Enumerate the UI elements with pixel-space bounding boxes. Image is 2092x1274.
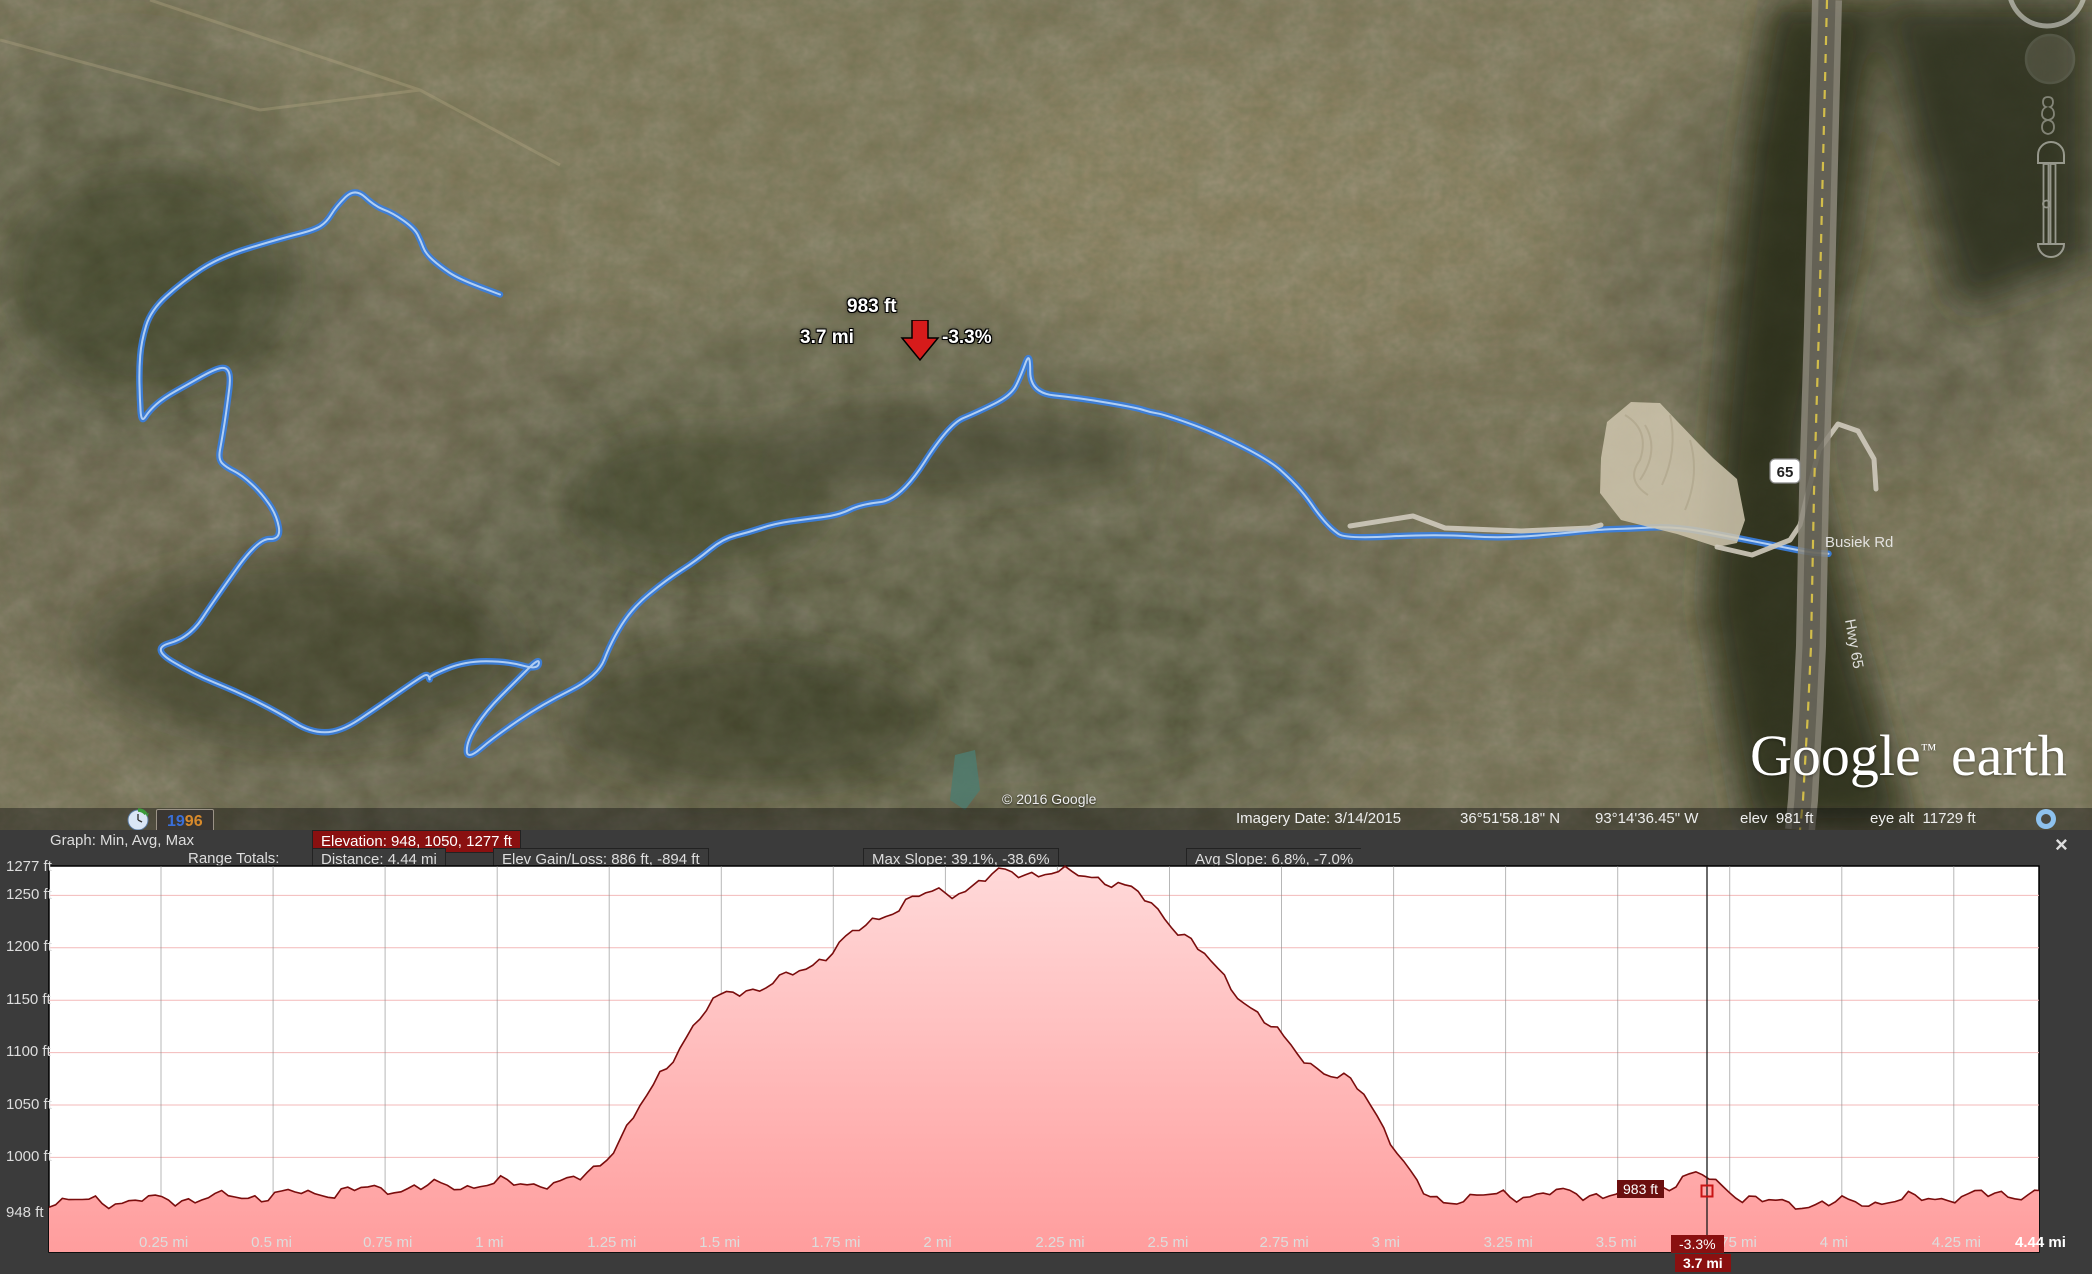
svg-text:Busiek Rd: Busiek Rd xyxy=(1825,534,1893,551)
svg-text:65: 65 xyxy=(1777,464,1794,481)
